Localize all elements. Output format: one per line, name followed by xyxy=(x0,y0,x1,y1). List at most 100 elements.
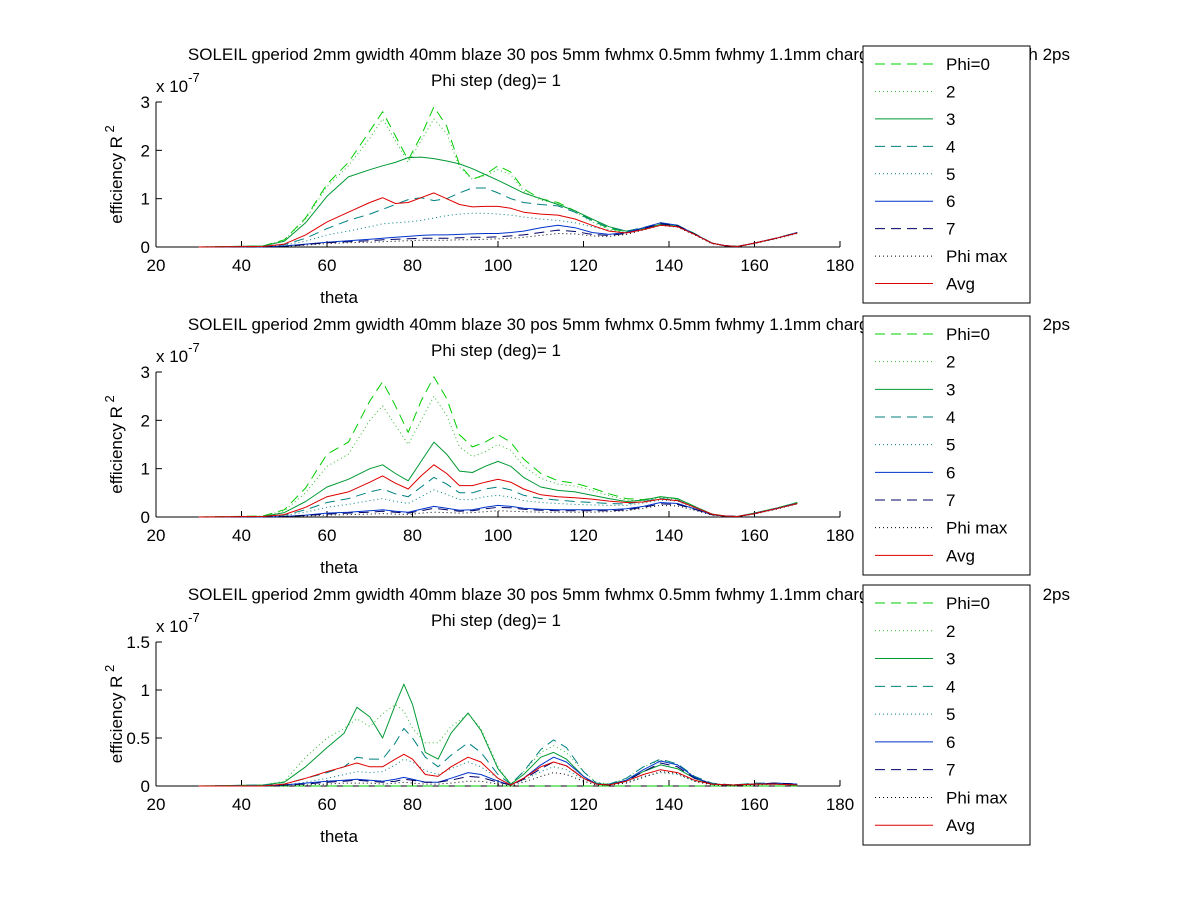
x-tick-label: 140 xyxy=(655,795,683,814)
series-line-4 xyxy=(198,476,798,518)
x-tick-label: 120 xyxy=(569,795,597,814)
legend-entry-label: Phi=0 xyxy=(946,55,990,74)
y-tick-label: 1 xyxy=(141,190,150,209)
legend-entry-label: 5 xyxy=(946,165,955,184)
x-tick-label: 100 xyxy=(484,795,512,814)
series-line-8 xyxy=(198,224,798,248)
x-tick-label: 120 xyxy=(569,526,597,545)
x-tick-label: 80 xyxy=(403,795,422,814)
x-tick-label: 60 xyxy=(318,256,337,275)
legend-box xyxy=(862,45,1031,304)
x-tick-label: 100 xyxy=(484,526,512,545)
y-tick-label: 0 xyxy=(141,777,150,796)
x-tick-label: 40 xyxy=(232,256,251,275)
y-tick-label: 0 xyxy=(141,508,150,527)
y-exponent-power: -7 xyxy=(188,340,200,355)
x-tick-label: 40 xyxy=(232,526,251,545)
y-axis-label-sup: 2 xyxy=(102,125,117,136)
x-tick-label: 60 xyxy=(318,526,337,545)
legend-entry-label: Avg xyxy=(946,816,975,835)
series-line-1 xyxy=(198,106,798,248)
y-tick-label: 2 xyxy=(141,141,150,160)
chart-subtitle: Phi step (deg)= 1 xyxy=(431,71,561,90)
x-tick-label: 140 xyxy=(655,256,683,275)
series-group xyxy=(198,106,798,248)
x-tick-label: 140 xyxy=(655,526,683,545)
series-line-8 xyxy=(198,771,798,787)
y-axis-label-sup: 2 xyxy=(102,395,117,406)
legend-entry-label: 4 xyxy=(946,137,955,156)
legend-entry-label: 5 xyxy=(946,705,955,724)
legend-entry-label: 4 xyxy=(946,408,955,427)
legend-entry-label: 2 xyxy=(946,353,955,372)
legend-entry-label: 2 xyxy=(946,622,955,641)
series-line-4 xyxy=(198,187,798,248)
y-axis-label: efficiency R 2 xyxy=(102,395,126,493)
series-group xyxy=(198,683,798,787)
legend-entry-label: Phi max xyxy=(946,788,1008,807)
x-tick-label: 20 xyxy=(147,526,166,545)
chart-title: SOLEIL gperiod 2mm gwidth 40mm blaze 30 … xyxy=(188,315,892,334)
legend-box xyxy=(862,584,1031,846)
y-tick-label: 1 xyxy=(141,681,150,700)
y-axis-label-sup: 2 xyxy=(102,665,117,676)
x-axis-label: theta xyxy=(320,827,358,846)
series-line-7 xyxy=(198,503,798,518)
x-tick-label: 160 xyxy=(740,795,768,814)
chart-title-tail: 2ps xyxy=(1043,585,1070,604)
y-exponent-power: -7 xyxy=(188,610,200,625)
y-tick-label: 3 xyxy=(141,363,150,382)
chart-subtitle: Phi step (deg)= 1 xyxy=(431,341,561,360)
subplot-2: SOLEIL gperiod 2mm gwidth 40mm blaze 30 … xyxy=(102,315,1070,577)
legend-entry-label: Avg xyxy=(946,546,975,565)
legend-entry-label: 6 xyxy=(946,192,955,211)
legend: Phi=0 2 3 4 5 6 7 Phi max Avg xyxy=(862,584,1031,846)
series-line-7 xyxy=(198,761,798,787)
series-line-8 xyxy=(198,503,798,518)
x-tick-label: 120 xyxy=(569,256,597,275)
legend-entry-label: 4 xyxy=(946,677,955,696)
legend-entry-label: Phi max xyxy=(946,519,1008,538)
series-line-1 xyxy=(198,376,798,518)
legend-entry-label: 7 xyxy=(946,491,955,510)
subplot-3: SOLEIL gperiod 2mm gwidth 40mm blaze 30 … xyxy=(102,584,1070,846)
y-tick-label: 1 xyxy=(141,460,150,479)
y-exponent-label: x 10-7 xyxy=(156,340,200,366)
series-line-7 xyxy=(198,223,798,248)
x-tick-label: 40 xyxy=(232,795,251,814)
series-line-9 xyxy=(198,464,798,518)
chart-subtitle: Phi step (deg)= 1 xyxy=(431,611,561,630)
chart-title: SOLEIL gperiod 2mm gwidth 40mm blaze 30 … xyxy=(188,45,892,64)
series-line-5 xyxy=(198,758,798,787)
x-tick-label: 160 xyxy=(740,526,768,545)
y-tick-label: 0 xyxy=(141,238,150,257)
x-axis-label: theta xyxy=(320,558,358,577)
y-exponent-label: x 10-7 xyxy=(156,70,200,96)
y-exponent-label: x 10-7 xyxy=(156,610,200,636)
legend-entry-label: 3 xyxy=(946,110,955,129)
x-axis-label: theta xyxy=(320,288,358,307)
x-tick-label: 20 xyxy=(147,256,166,275)
legend-entry-label: 6 xyxy=(946,463,955,482)
legend-entry-label: Phi=0 xyxy=(946,325,990,344)
x-tick-label: 160 xyxy=(740,256,768,275)
legend: Phi=0 2 3 4 5 6 7 Phi max Avg xyxy=(862,315,1031,576)
subplot-1: SOLEIL gperiod 2mm gwidth 40mm blaze 30 … xyxy=(102,45,1070,307)
x-tick-label: 180 xyxy=(826,256,854,275)
y-axis-label: efficiency R 2 xyxy=(102,665,126,763)
y-exponent-power: -7 xyxy=(188,70,200,85)
y-axis-label: efficiency R 2 xyxy=(102,125,126,223)
y-tick-label: 1.5 xyxy=(126,633,150,652)
y-tick-label: 0.5 xyxy=(126,729,150,748)
series-line-2 xyxy=(198,395,798,518)
x-tick-label: 20 xyxy=(147,795,166,814)
x-tick-label: 80 xyxy=(403,256,422,275)
chart-title: SOLEIL gperiod 2mm gwidth 40mm blaze 30 … xyxy=(188,585,892,604)
legend-entry-label: 5 xyxy=(946,436,955,455)
x-tick-label: 180 xyxy=(826,795,854,814)
series-line-9 xyxy=(198,192,798,248)
legend-entry-label: Phi max xyxy=(946,247,1008,266)
legend-box xyxy=(862,315,1031,576)
legend-entry-label: 3 xyxy=(946,380,955,399)
